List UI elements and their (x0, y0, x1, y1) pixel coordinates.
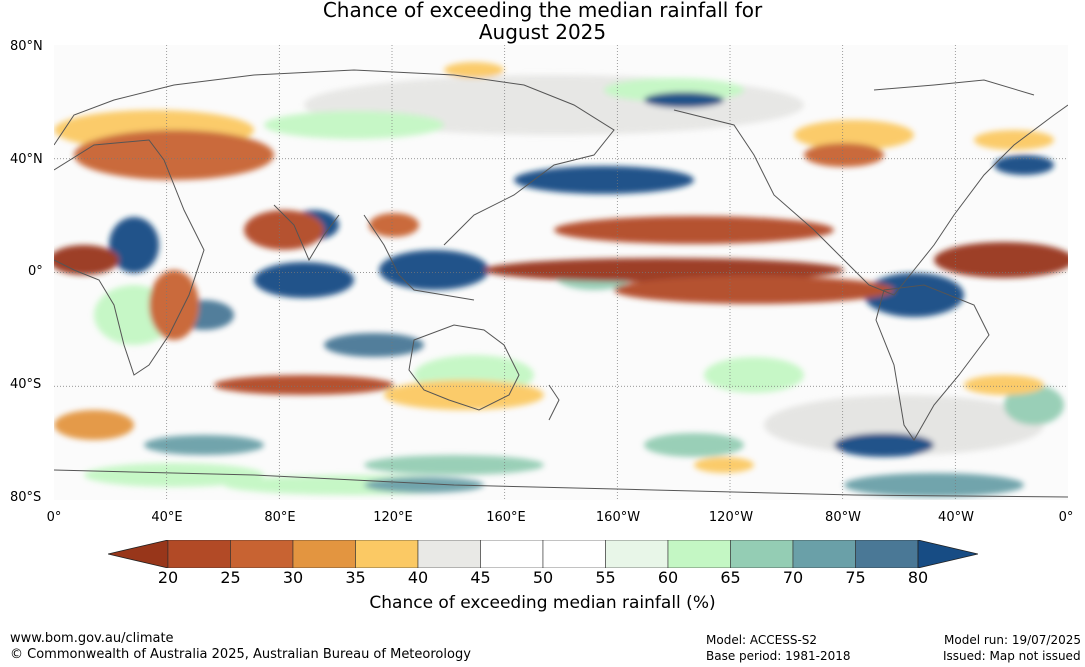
colorbar-tick-label: 65 (720, 568, 741, 587)
lat-label-40s: 40°S (10, 377, 42, 392)
colorbar-segment (292, 540, 356, 568)
colorbar-title: Chance of exceeding median rainfall (%) (369, 593, 716, 613)
colorbar-segment (480, 540, 544, 568)
colorbar-extend-low (108, 540, 169, 568)
graticule (54, 45, 1068, 500)
colorbar-tick-label: 40 (407, 568, 429, 587)
map-title-line1: Chance of exceeding the median rainfall … (322, 0, 763, 22)
colorbar-segment (167, 540, 231, 568)
colorbar-tick-label: 45 (470, 568, 491, 587)
lat-label-80s: 80°S (10, 490, 42, 505)
footer-url: www.bom.gov.au/climate (10, 631, 174, 646)
colorbar-segment (355, 540, 419, 568)
footer-issued: Issued: Map not issued (943, 649, 1081, 663)
colorbar-tick-label: 55 (595, 568, 616, 587)
colorbar-extend-high (917, 540, 978, 568)
colorbar-tick-label: 25 (220, 568, 241, 587)
footer-copyright: © Commonwealth of Australia 2025, Austra… (10, 647, 471, 662)
colorbar-tick-label: 60 (657, 568, 679, 587)
colorbar-tick-label: 20 (157, 568, 179, 587)
lon-label-80e: 80°E (264, 510, 296, 525)
colorbar-tick-label: 70 (782, 568, 804, 587)
colorbar-segment (792, 540, 856, 568)
colorbar-tick-label: 35 (345, 568, 366, 587)
colorbar-segment (542, 540, 606, 568)
colorbar-tick-label: 30 (282, 568, 304, 587)
colorbar-segment (417, 540, 481, 568)
lon-label-120w: 120°W (708, 510, 754, 525)
colorbar (108, 540, 978, 568)
lat-label-40n: 40°N (10, 152, 43, 167)
colorbar-segment (230, 540, 294, 568)
footer-model: Model: ACCESS-S2 (706, 633, 818, 647)
lon-label-160e: 160°E (486, 510, 526, 525)
coastlines (54, 69, 1068, 498)
lon-label-40w: 40°W (938, 510, 974, 525)
lon-label-120e: 120°E (373, 510, 413, 525)
footer-model-run: Model run: 19/07/2025 (944, 633, 1082, 647)
colorbar-segment (855, 540, 919, 568)
lon-label-160w: 160°W (595, 510, 641, 525)
colorbar-tick-label: 80 (907, 568, 929, 587)
lon-label-80w: 80°W (825, 510, 861, 525)
rainfall-probability-map (54, 45, 1068, 500)
colorbar-segment (667, 540, 731, 568)
lon-label-0: 0° (46, 510, 62, 525)
colorbar-segment (730, 540, 794, 568)
lon-label-40e: 40°E (151, 510, 183, 525)
colorbar-tick-label: 75 (845, 568, 866, 587)
colorbar-tick-label: 50 (532, 568, 554, 587)
lat-label-0: 0° (28, 264, 43, 279)
lat-label-80n: 80°N (10, 39, 43, 54)
map-title-line2: August 2025 (478, 20, 607, 44)
footer-base-period: Base period: 1981-2018 (706, 649, 851, 663)
colorbar-segment (605, 540, 669, 568)
lon-label-0-east: 0° (1058, 510, 1074, 525)
